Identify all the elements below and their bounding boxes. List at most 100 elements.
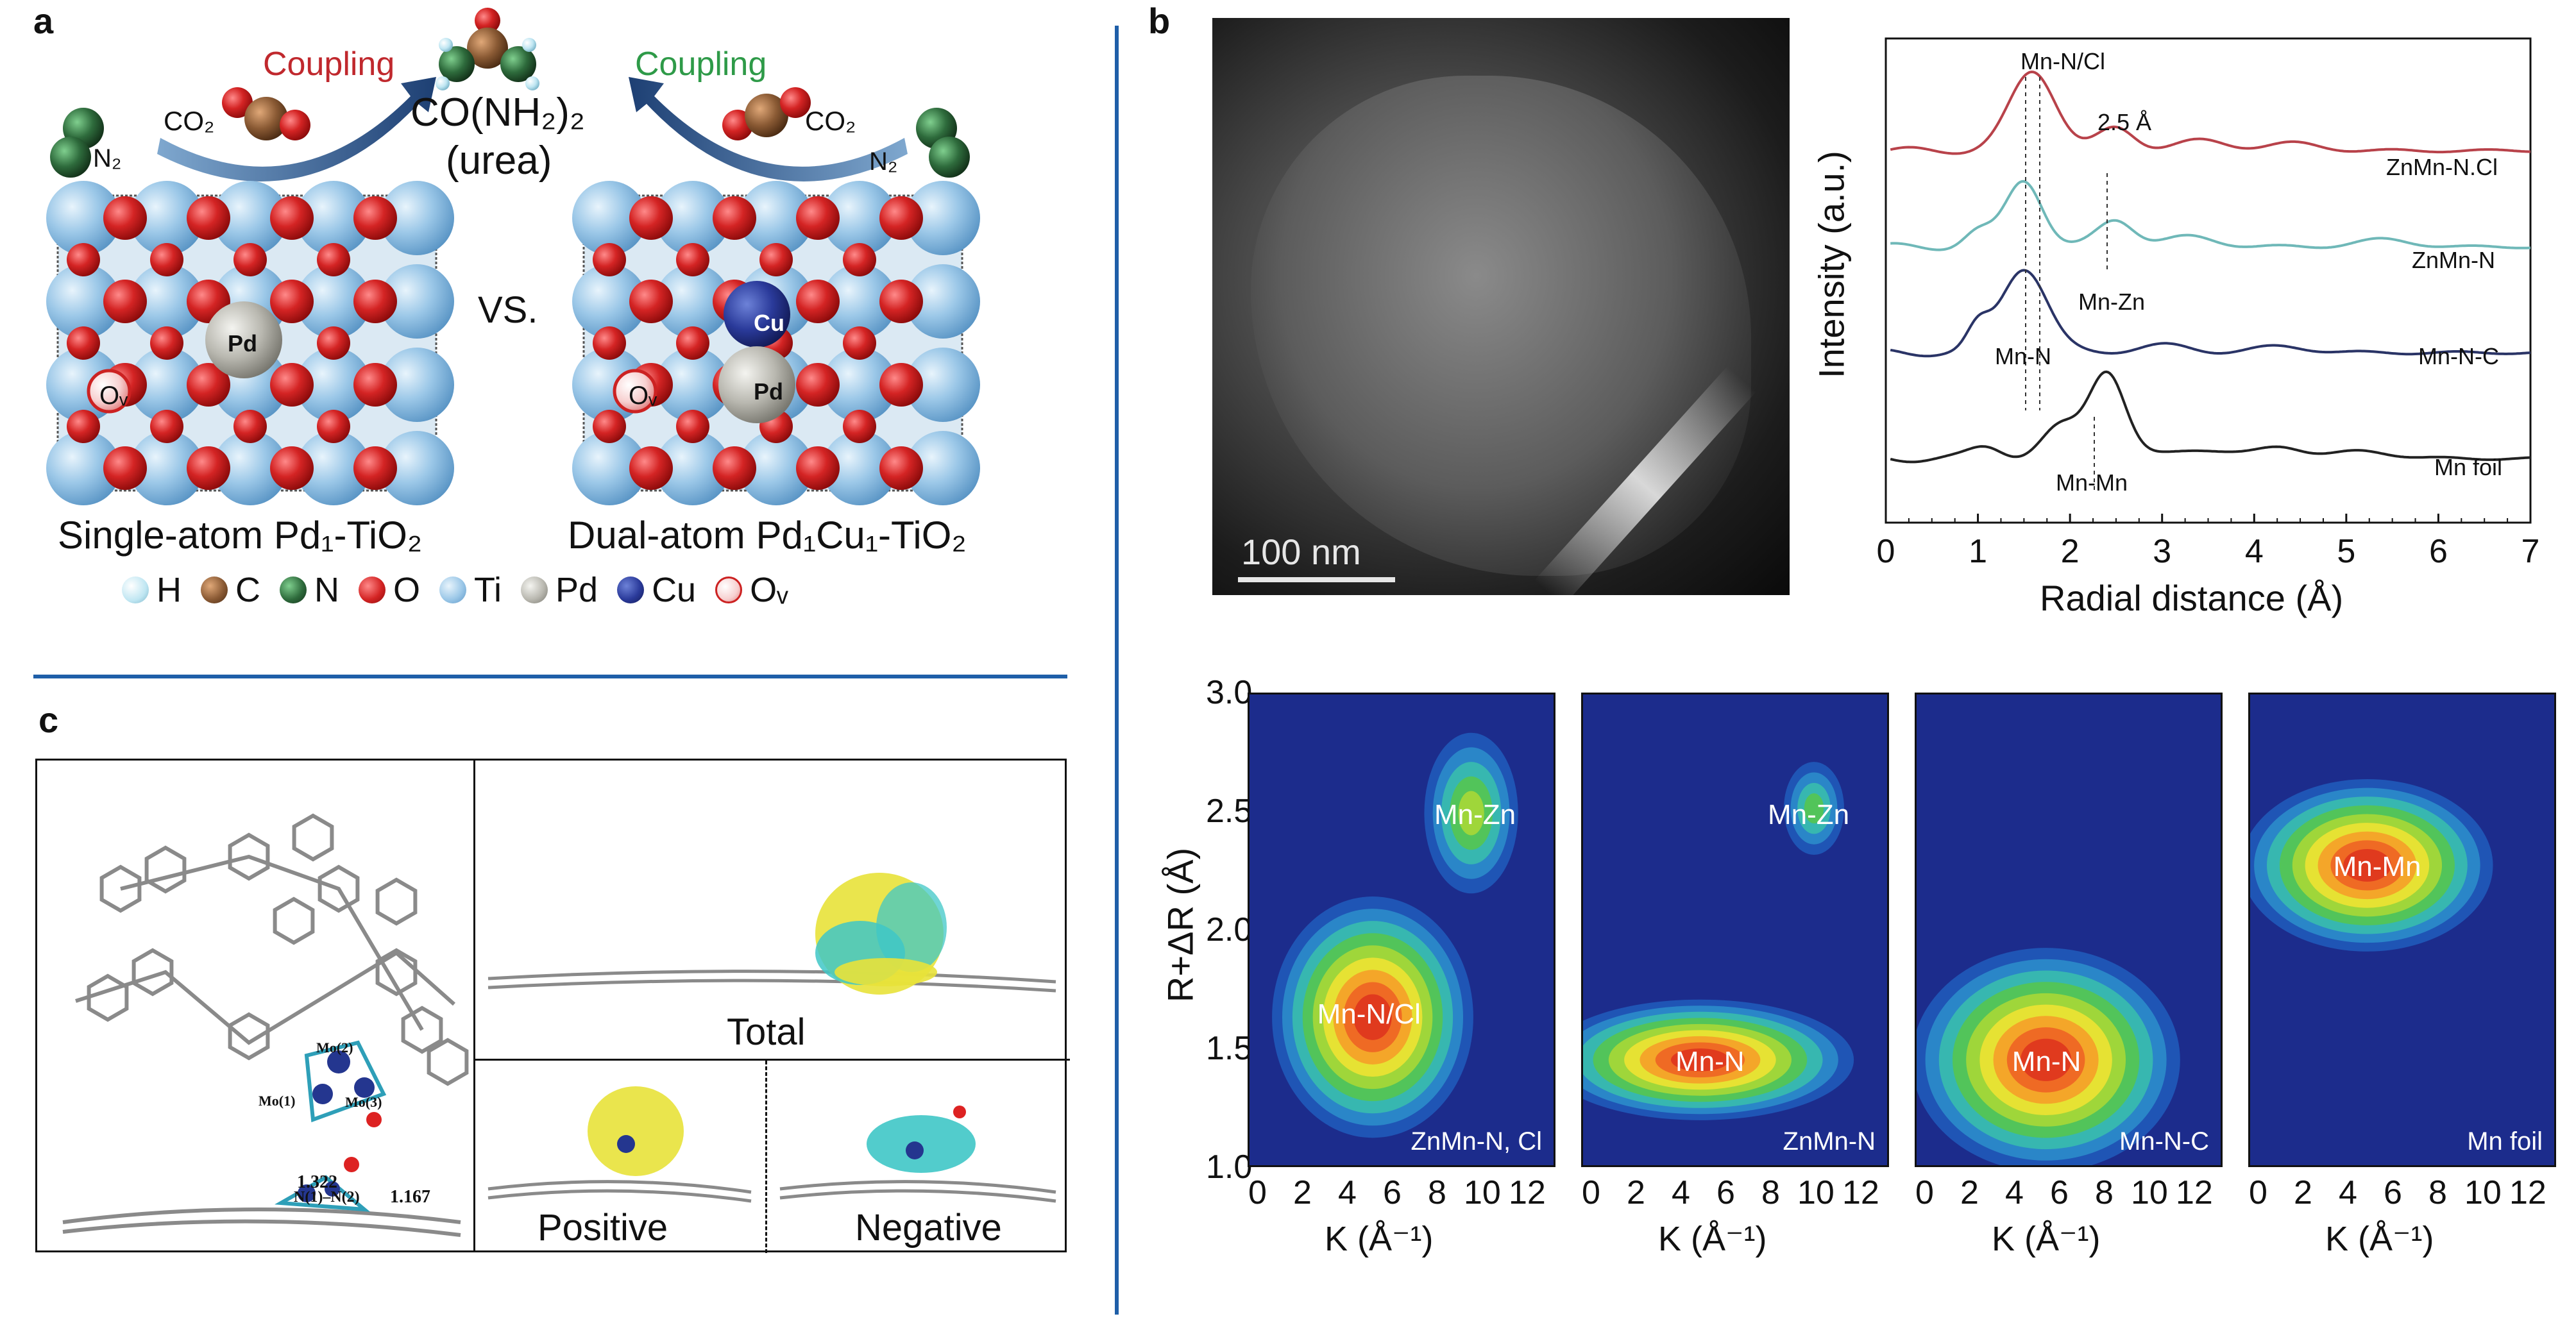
pd-atom-label-right: Pd xyxy=(754,378,784,405)
legend-label-cu: Cu xyxy=(652,571,697,609)
legend-swatch-cu xyxy=(617,576,645,603)
graphene-sheet xyxy=(487,1189,752,1203)
wavelet-xlabel: K (Å⁻¹) xyxy=(1325,1220,1434,1258)
ov-vacancy xyxy=(613,369,657,414)
x-tick-label: 5 xyxy=(2337,533,2355,570)
wavelet-xtick-label: 2 xyxy=(1960,1174,1979,1211)
charge-density-total xyxy=(487,873,1056,995)
o-atom xyxy=(759,243,793,276)
o-atom xyxy=(103,446,147,490)
n2-molecule-right xyxy=(916,108,970,178)
ti-atom xyxy=(906,348,980,422)
wavelet-xtick-label: 12 xyxy=(2176,1174,2213,1211)
o-atom xyxy=(67,243,100,276)
legend-item-ov: Oᵥ xyxy=(715,570,788,610)
graphene-sheet xyxy=(779,1189,1056,1203)
graphene-sheet xyxy=(487,979,1056,993)
o-atom xyxy=(676,410,709,443)
o-atom xyxy=(270,280,314,323)
co2-molecule-left xyxy=(222,87,310,140)
coupling-label-left: Coupling xyxy=(263,46,395,83)
o-atom xyxy=(270,363,314,407)
carbon-ring xyxy=(318,864,360,913)
series-label-mn-n-c: Mn-N-C xyxy=(2418,343,2499,369)
carbon-ring xyxy=(228,832,270,881)
legend-label-o: O xyxy=(393,571,421,609)
tio2-slab-dual-atom xyxy=(572,181,980,505)
x-tick-label: 2 xyxy=(2061,533,2080,570)
co2-label-right: CO₂ xyxy=(805,106,856,136)
contour-level xyxy=(1670,1048,1729,1072)
mo3-graphene-structure xyxy=(62,813,469,1237)
wavelet-xtick-label: 6 xyxy=(2050,1174,2069,1211)
ti-atom xyxy=(380,431,454,505)
panel-b-letter: b xyxy=(1148,1,1171,41)
legend-item-pd: Pd xyxy=(521,570,598,610)
x-tick-label: 4 xyxy=(2245,533,2264,570)
o-atom xyxy=(150,410,183,443)
atom-label-mo1: Mo(1) xyxy=(258,1093,296,1109)
wavelet-map-3: Mn-Mn Mn foil xyxy=(2248,693,2556,1167)
wavelet-xtick-label: 10 xyxy=(1797,1174,1835,1211)
atom-legend: H C N O Ti Pd Cu Oᵥ xyxy=(122,564,1020,616)
legend-item-c: C xyxy=(201,570,260,610)
wavelet-xtick-label: 10 xyxy=(2131,1174,2168,1211)
o-atom xyxy=(270,446,314,490)
wavelet-map-svg xyxy=(1917,948,2180,1165)
series-label-znmn-n-cl: ZnMn-N.Cl xyxy=(2386,154,2498,180)
wavelet-sample-label: Mn-N-C xyxy=(2119,1127,2209,1156)
caption-dual-atom: Dual-atom Pd₁Cu₁-TiO₂ xyxy=(568,514,967,557)
annotation-mn-zn: Mn-Zn xyxy=(2078,289,2146,315)
ti-atom xyxy=(656,181,730,255)
legend-swatch-n xyxy=(280,576,307,603)
ti-atom xyxy=(46,431,121,505)
o-atom xyxy=(67,410,100,443)
wavelet-ytick-label: 3.0 xyxy=(1206,674,1253,711)
carbon-chain xyxy=(120,854,424,1031)
contour-level xyxy=(2343,848,2391,882)
carbon-ring xyxy=(427,1038,469,1086)
ti-atom xyxy=(213,431,287,505)
panel-a: Coupling Coupling CO₂ CO₂ N₂ N₂ CO(NH₂)₂… xyxy=(26,0,1078,641)
coupling-arrow-right xyxy=(629,77,908,181)
o-atom xyxy=(317,410,350,443)
o-atom xyxy=(353,446,397,490)
legend-swatch-c xyxy=(201,576,228,603)
ti-atom xyxy=(130,181,204,255)
vertical-divider xyxy=(1115,26,1119,1315)
wavelet-xtick-label: 4 xyxy=(2005,1174,2024,1211)
o-atom xyxy=(103,280,147,323)
carbon-ring xyxy=(375,877,418,926)
legend-item-ti: Ti xyxy=(439,570,502,610)
atom-label-mo3: Mo(3) xyxy=(345,1094,382,1110)
ti-atom xyxy=(572,431,647,505)
ti-atom xyxy=(656,431,730,505)
o-atom xyxy=(879,363,923,407)
wavelet-peak-label: Mn-N/Cl xyxy=(1317,998,1421,1030)
carbon-ring xyxy=(99,864,142,913)
o-atom xyxy=(317,326,350,360)
exafs-series-3 xyxy=(1890,370,2531,464)
panel-a-letter: a xyxy=(33,1,54,41)
wavelet-peak-label: Mn-Zn xyxy=(1434,798,1516,830)
wavelet-xtick-label: 8 xyxy=(2095,1174,2114,1211)
urea-molecule xyxy=(436,8,539,90)
panel-c-frame: Mo(2) Mo(1) Mo(3) 1.322 1.167 N(1)–N(2) … xyxy=(35,759,1070,1253)
legend-item-o: O xyxy=(359,570,420,610)
wavelet-ytick-label: 1.0 xyxy=(1206,1149,1253,1186)
wavelet-xlabel: K (Å⁻¹) xyxy=(1992,1220,2101,1258)
wavelet-ytick-label: 2.5 xyxy=(1206,793,1253,830)
wavelet-ylabel: R+ΔR (Å) xyxy=(1160,847,1201,1003)
graphene-sheet xyxy=(62,1219,461,1237)
panel-c-dashdivider xyxy=(765,1061,767,1253)
annotation-mn-n: Mn-N xyxy=(1995,343,2051,369)
ti-atom xyxy=(213,181,287,255)
contour-level xyxy=(2020,1038,2072,1081)
panel-a-graphic xyxy=(46,8,980,505)
graphene-sheet xyxy=(487,1180,752,1194)
urea-name: (urea) xyxy=(446,139,552,183)
ti-atom xyxy=(46,264,121,339)
ti-atom xyxy=(380,264,454,339)
wavelet-xtick-label: 2 xyxy=(1293,1174,1312,1211)
annotation-mn-n-cl: Mn-N/Cl xyxy=(2021,48,2105,74)
